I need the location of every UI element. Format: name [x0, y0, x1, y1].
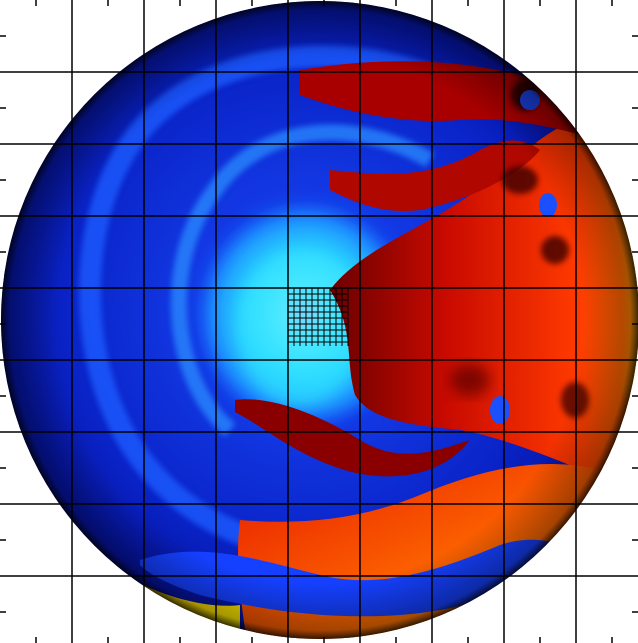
refined-grid [287, 287, 349, 346]
